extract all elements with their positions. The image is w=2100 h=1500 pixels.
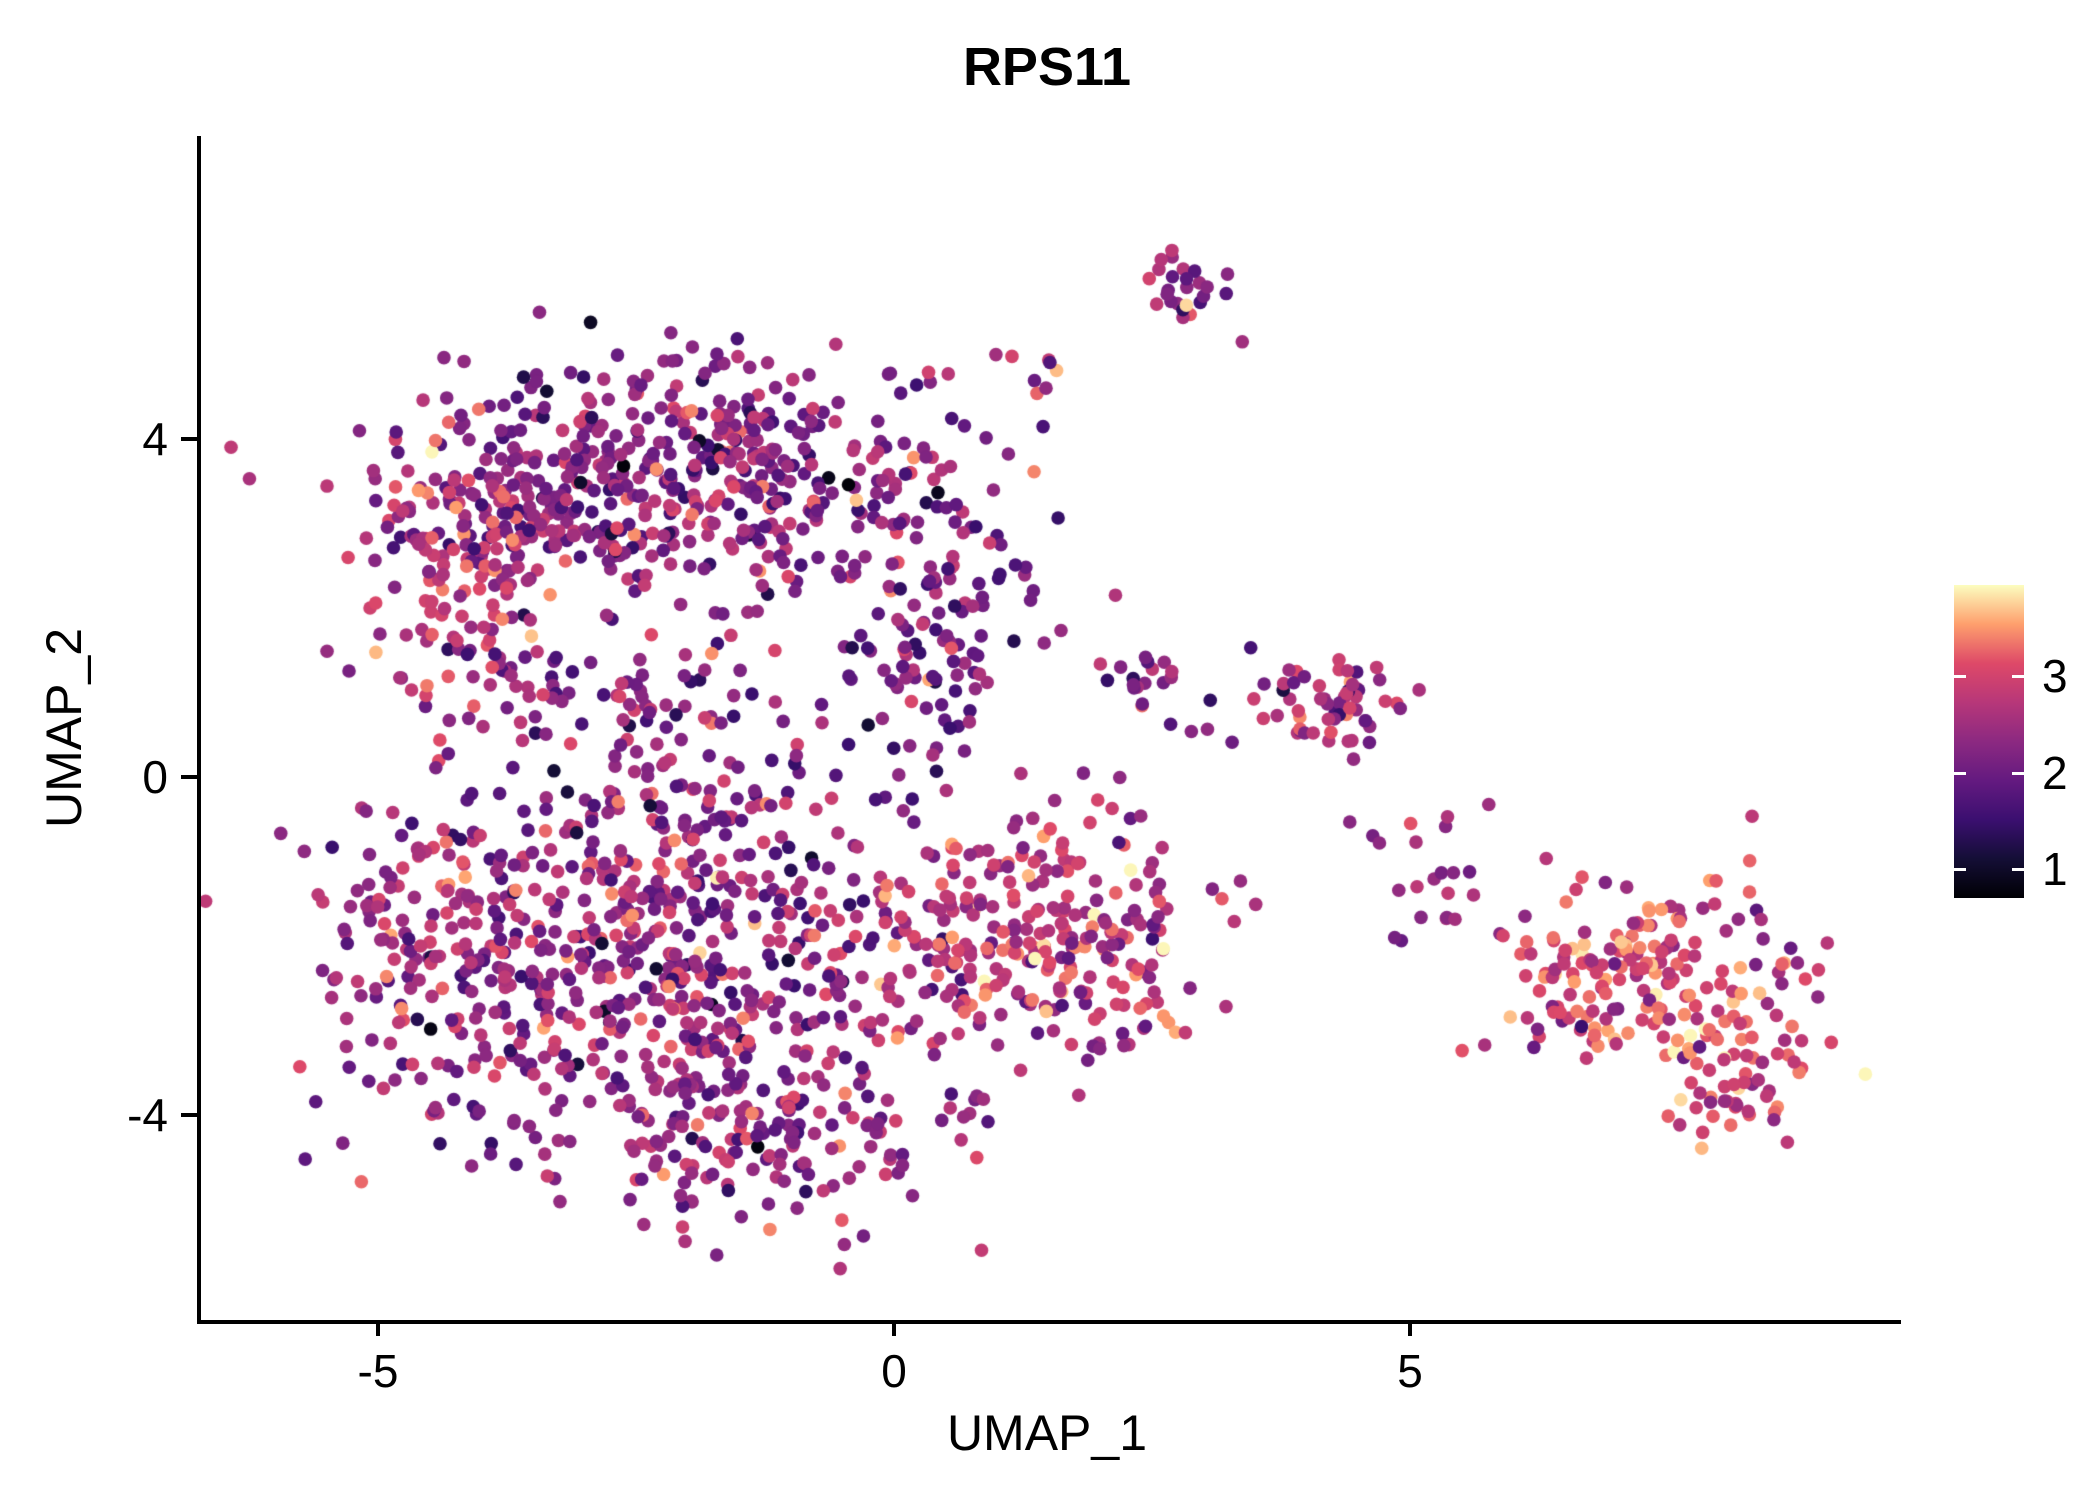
x-tick-label: 0 <box>881 1345 907 1397</box>
x-tick-label: 5 <box>1397 1345 1423 1397</box>
x-tick-mark <box>376 1320 380 1336</box>
y-tick-label: 4 <box>142 413 168 465</box>
colorbar-tick-label: 3 <box>2042 650 2068 702</box>
colorbar-tick-mark <box>2012 675 2024 678</box>
colorbar-tick-mark <box>1954 868 1966 871</box>
y-tick-label: -4 <box>127 1089 168 1141</box>
y-tick-mark <box>181 437 197 441</box>
scatter-points-canvas <box>201 136 1901 1320</box>
colorbar-tick-mark <box>2012 868 2024 871</box>
colorbar-tick-mark <box>1954 772 1966 775</box>
x-tick-mark <box>1408 1320 1412 1336</box>
x-axis-label: UMAP_1 <box>946 1405 1148 1461</box>
colorbar-tick-mark <box>1954 675 1966 678</box>
colorbar-tick-label: 2 <box>2042 747 2068 799</box>
chart-title: RPS11 <box>962 37 1132 97</box>
plot-area <box>197 136 1901 1324</box>
y-tick-mark <box>181 1113 197 1117</box>
x-tick-label: -5 <box>357 1345 399 1397</box>
y-axis-label: UMAP_2 <box>36 627 92 829</box>
colorbar-tick-mark <box>2012 772 2024 775</box>
colorbar-gradient <box>1954 585 2024 898</box>
colorbar-tick-label: 1 <box>2042 843 2068 895</box>
x-tick-mark <box>892 1320 896 1336</box>
y-tick-mark <box>181 775 197 779</box>
y-tick-label: 0 <box>142 751 168 803</box>
